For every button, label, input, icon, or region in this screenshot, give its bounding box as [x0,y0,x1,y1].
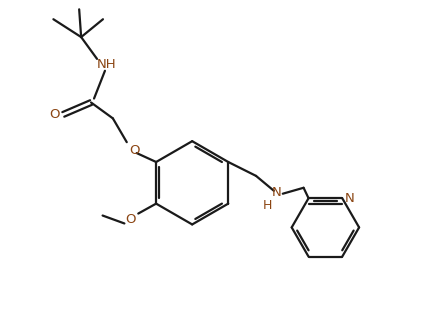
Text: NH: NH [97,58,116,71]
Text: O: O [129,144,140,156]
Text: O: O [49,108,60,121]
Text: N: N [343,192,353,205]
Text: N: N [271,186,281,199]
Text: H: H [262,199,272,212]
Text: O: O [125,213,135,226]
